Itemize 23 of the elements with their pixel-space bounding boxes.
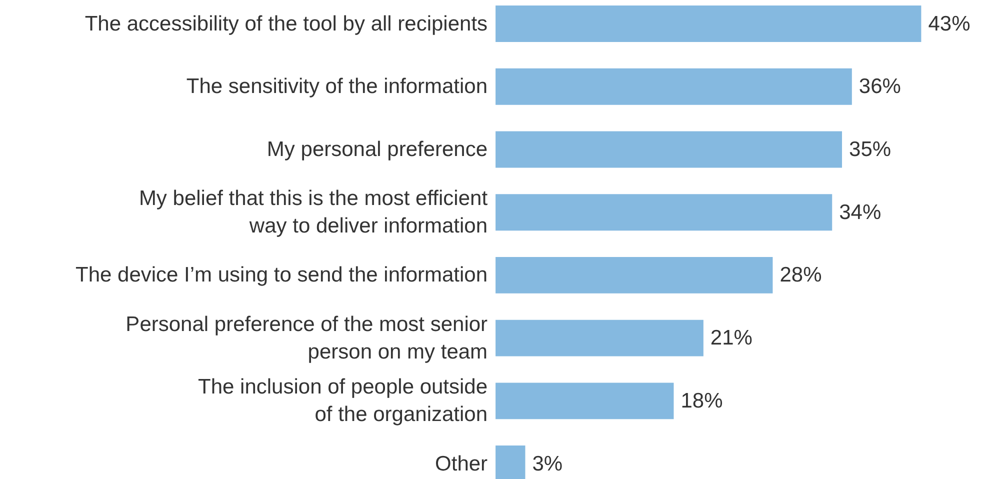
bar: [496, 131, 842, 168]
bar: [496, 382, 674, 420]
data-label: 3%: [532, 452, 563, 476]
data-label: 43%: [928, 12, 970, 36]
bar: [496, 256, 773, 294]
y-tick-label: Other: [435, 452, 488, 476]
data-label: 35%: [849, 138, 892, 161]
bar: [496, 68, 852, 105]
data-label: 28%: [780, 264, 822, 287]
data-label: 21%: [710, 326, 752, 350]
y-tick-label: The device I’m using to send the information: [75, 264, 488, 287]
y-tick-label: Personal preference of the most senior person on my team: [126, 312, 488, 364]
y-tick-label: The accessibility of the tool by all recipients: [84, 12, 488, 36]
data-label: 34%: [839, 200, 882, 224]
data-label: 18%: [680, 389, 723, 412]
data-label: 36%: [858, 75, 901, 98]
y-tick-label: The sensitivity of the information: [186, 75, 488, 98]
bar: [496, 6, 922, 42]
y-tick-label: The inclusion of people outside of the organization: [198, 376, 488, 426]
bar: [496, 194, 832, 231]
y-tick-label: My belief that this is the most efficient way to deliver information: [138, 187, 488, 238]
y-tick-label: My personal preference: [266, 138, 488, 161]
bar: [496, 320, 704, 356]
